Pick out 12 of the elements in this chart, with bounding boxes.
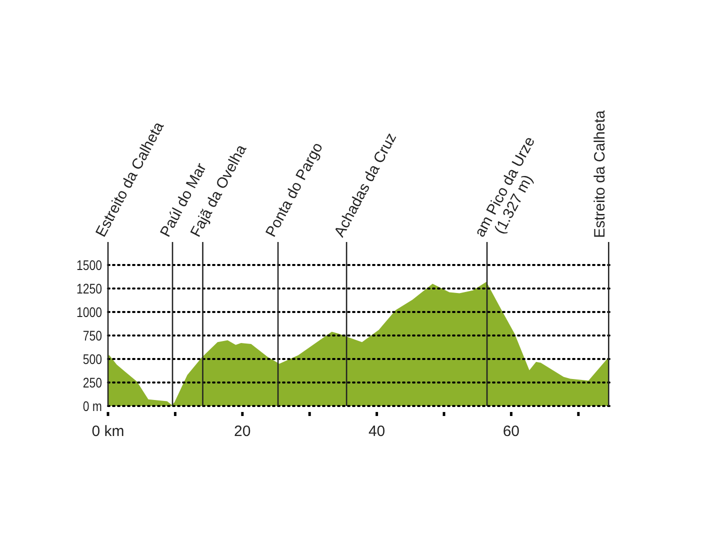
- y-tick-label: 1000: [76, 304, 102, 320]
- y-tick-label: 0 m: [82, 398, 102, 414]
- y-tick-label: 1250: [76, 280, 102, 297]
- y-tick-label: 500: [82, 350, 102, 368]
- ref-line-label: Estreito da Calheta: [592, 110, 609, 238]
- y-tick-label: 750: [82, 327, 102, 344]
- y-tick-label: 250: [82, 374, 102, 391]
- x-tick-label: 20: [234, 423, 251, 440]
- y-tick-label: 1500: [76, 256, 102, 274]
- x-tick-label: 0 km: [92, 423, 124, 440]
- x-tick-label: 40: [368, 423, 386, 440]
- x-tick-label: 60: [502, 423, 520, 440]
